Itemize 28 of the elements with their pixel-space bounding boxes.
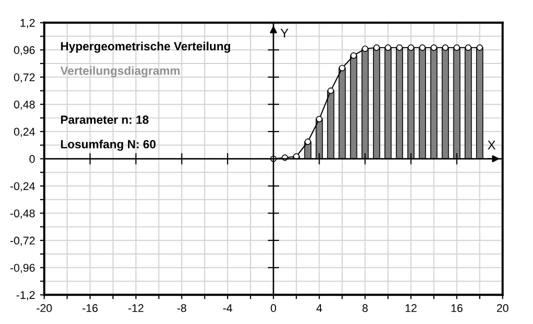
x-tick-label: 4 xyxy=(316,304,322,312)
y-tick-label: 0,24 xyxy=(14,128,35,137)
x-tick-label: -20 xyxy=(36,304,52,312)
x-tick-label: -12 xyxy=(128,304,144,312)
x-tick-label: 0 xyxy=(270,304,276,312)
y-tick-label: 0 xyxy=(29,155,35,163)
y-tick-label: -0,48 xyxy=(10,209,35,219)
y-tick-label: -1,2 xyxy=(16,291,35,300)
annotation: Parameter n: 18 xyxy=(61,116,149,124)
x-tick-label: 16 xyxy=(451,304,462,312)
x-tick-label: -8 xyxy=(177,304,186,312)
x-tick-label: 8 xyxy=(362,304,368,312)
text: Hypergeometrische Verteilung xyxy=(61,42,230,53)
x-tick-label: 20 xyxy=(497,304,508,312)
x-tick-label: 12 xyxy=(406,304,417,312)
annotation: Losumfang N: 60 xyxy=(61,140,156,151)
y-axis-title: Y xyxy=(280,28,288,38)
text: Verteilungsdiagramm xyxy=(60,66,180,78)
y-tick-label: 0,48 xyxy=(14,100,35,110)
y-tick-label: -0,96 xyxy=(10,264,35,274)
y-tick-label: 0,72 xyxy=(14,73,35,83)
x-tick-label: -4 xyxy=(223,304,232,312)
y-tick-label: 0,96 xyxy=(14,46,35,56)
y-tick-label: -0,24 xyxy=(10,182,35,192)
y-tick-label: -0,72 xyxy=(10,236,35,246)
y-tick-label: 1,2 xyxy=(20,18,35,28)
x-axis-title: X xyxy=(488,140,496,150)
x-tick-label: -16 xyxy=(82,304,98,312)
